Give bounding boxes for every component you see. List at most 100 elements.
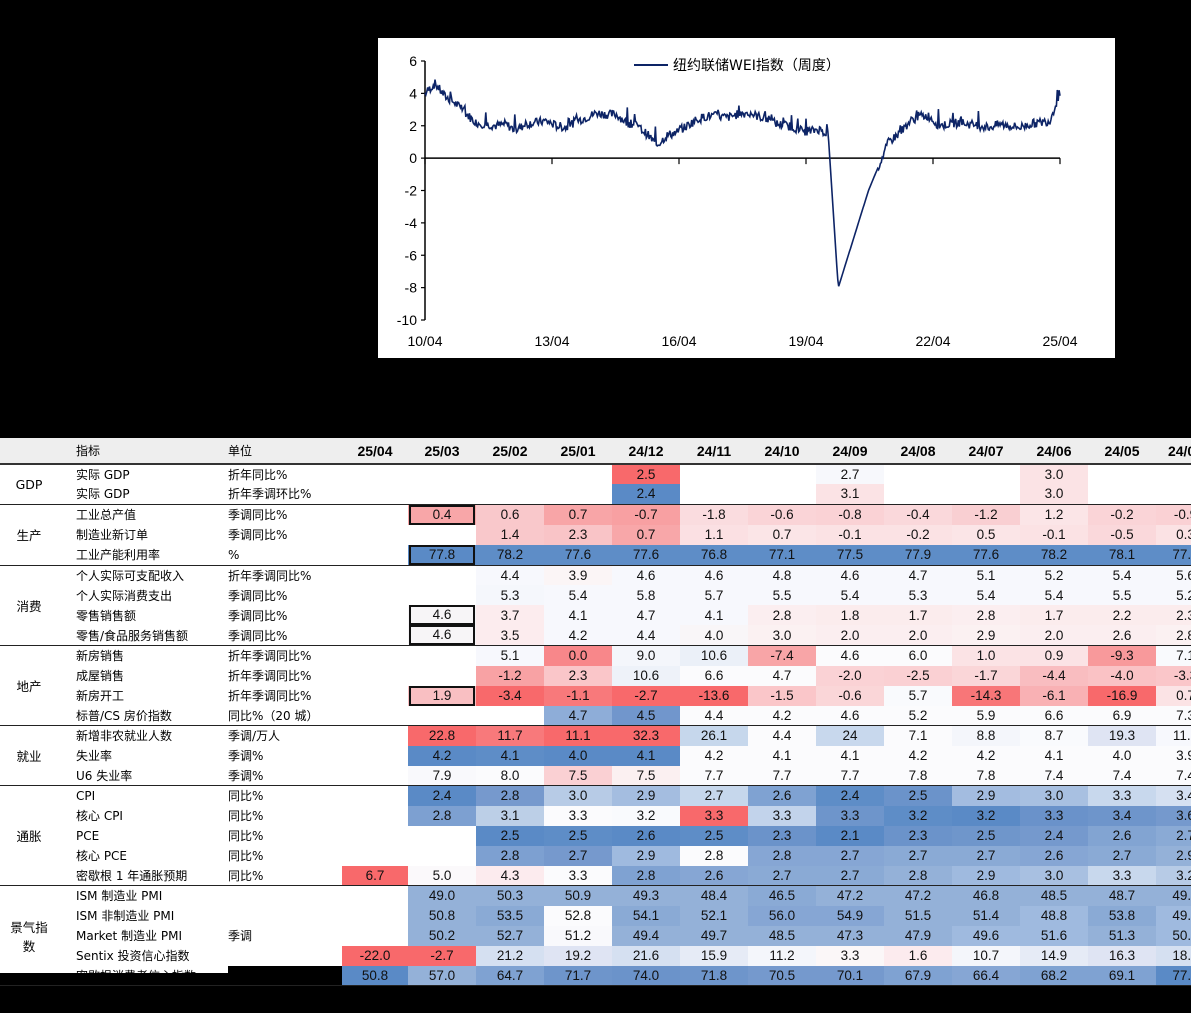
value-cell: 2.6 <box>612 825 680 846</box>
value-cell: 2.5 <box>952 825 1020 846</box>
table-row: 个人实际消费支出 季调同比% 5.3 5.4 5.8 5.7 5.5 5.4 5.3 5.4 5.4… <box>0 585 1191 605</box>
indicator-name: Sentix 投资信心指数 <box>76 949 190 963</box>
value-cell: 4.1 <box>612 745 680 766</box>
value-cell: 18.9 <box>1156 945 1191 966</box>
unit-label: 季调% <box>228 765 342 786</box>
value-cell: 10.6 <box>612 665 680 686</box>
value-cell: 2.8 <box>612 865 680 886</box>
unit-label: 季调同比% <box>228 625 342 646</box>
table-row: 核心 PCE 同比% 2.8 2.7 2.9 2.8 2.8 2.7 2.7 2.7 2.6 2.7 2… <box>0 845 1191 866</box>
indicator-name: 个人实际可支配收入 <box>76 568 185 583</box>
value-cell <box>1088 484 1156 505</box>
indicator-name: 核心 CPI <box>76 809 123 823</box>
value-cell: -1.5 <box>748 685 816 706</box>
unit-label: 季调% <box>228 749 264 763</box>
value-cell: 2.6 <box>1088 625 1156 646</box>
value-cell: 77.8 <box>408 544 476 566</box>
value-cell: 7.5 <box>612 765 680 786</box>
value-cell: 1.8 <box>816 605 884 625</box>
value-cell: -3.3 <box>1156 665 1191 686</box>
value-cell <box>342 605 408 625</box>
value-cell: -1.1 <box>544 685 612 706</box>
value-cell: 3.0 <box>544 785 612 806</box>
value-cell: 51.6 <box>1020 925 1088 946</box>
value-cell <box>342 585 408 605</box>
value-cell <box>952 464 1020 484</box>
value-cell: 2.6 <box>748 785 816 806</box>
value-cell <box>1156 484 1191 505</box>
unit-label: 折年季调同比% <box>228 568 312 583</box>
y-tick-label: 0 <box>409 150 417 166</box>
value-cell: 3.2 <box>612 805 680 826</box>
value-cell <box>342 806 408 826</box>
table-row: 通胀 CPI 同比% 2.4 2.8 3.0 2.9 2.7 2.6 2.4 2.5 2.9 3.0 3.… <box>0 785 1191 886</box>
value-cell: 4.6 <box>816 705 884 726</box>
value-cell: 70.5 <box>748 965 816 986</box>
indicator-name: CPI <box>76 788 96 803</box>
value-cell <box>748 484 816 505</box>
header-unit: 单位 <box>228 438 342 465</box>
unit-label <box>228 946 342 966</box>
value-cell: 2.3 <box>1156 605 1191 625</box>
indicator-name: 个人实际消费支出 <box>76 588 173 603</box>
y-tick-label: -8 <box>405 280 418 296</box>
x-tick-label: 10/04 <box>407 333 442 349</box>
wei-chart: 6 4 2 0 -2 -4 -6 -8 -10 10/04 13/04 16/04 19/04 22/04… <box>378 38 1115 358</box>
value-cell: 7.7 <box>680 765 748 786</box>
value-cell: -9.3 <box>1088 645 1156 666</box>
unit-label: 同比% <box>228 849 264 863</box>
value-cell: 2.4 <box>612 484 680 505</box>
indicator-name: PCE <box>76 828 100 843</box>
value-cell: 5.2 <box>1156 585 1191 605</box>
value-cell: 21.6 <box>612 945 680 966</box>
value-cell: 4.7 <box>612 605 680 625</box>
unit-label: 折年季调同比% <box>228 649 312 664</box>
value-cell: 3.3 <box>544 865 612 886</box>
value-cell: 50.8 <box>342 965 408 986</box>
value-cell <box>342 926 408 946</box>
value-cell <box>342 746 408 766</box>
table-row: 工业产能利用率% 77.8 78.2 77.6 77.6 76.8 77.1 77.5 77.9… <box>0 544 1191 566</box>
legend-label: 纽约联储WEI指数（周度） <box>673 58 840 74</box>
table-header-row: 指标 单位 25/04 25/03 25/02 25/01 24/12 24/11 24/1… <box>0 438 1191 465</box>
value-cell: 2.5 <box>476 825 544 846</box>
value-cell: 2.2 <box>1088 605 1156 625</box>
y-tick-label: -10 <box>397 312 417 328</box>
value-cell: 77.1 <box>748 544 816 566</box>
value-cell: 16.3 <box>1088 945 1156 966</box>
value-cell: 0.4 <box>408 504 476 525</box>
value-cell: 5.1 <box>476 645 544 666</box>
group-label: 就业 <box>0 725 58 786</box>
value-cell: 6.9 <box>1088 705 1156 726</box>
table-row: 标普/CS 房价指数 同比%（20 城） 4.7 4.5 4.4 4.2 4.6 5.2 5.9… <box>0 705 1191 726</box>
indicator-name: ISM 非制造业 PMI <box>76 909 175 923</box>
header-month: 25/02 <box>476 438 544 465</box>
value-cell <box>342 705 408 726</box>
highlighted-value: 77.8 <box>409 544 475 565</box>
table-row: 密歇根消费者信心指数 50.8 57.0 64.7 71.7 74.0 71.8 70.5 70… <box>0 965 1191 986</box>
highlighted-value: 4.6 <box>409 605 475 625</box>
value-cell: 11.7 <box>476 725 544 746</box>
value-cell: 7.3 <box>1156 705 1191 726</box>
value-cell: 2.7 <box>680 785 748 806</box>
header-month: 24/09 <box>816 438 884 465</box>
group-label: 景气指数 <box>0 885 58 986</box>
value-cell: 4.8 <box>748 565 816 585</box>
value-cell: 4.2 <box>748 705 816 726</box>
value-cell: 71.8 <box>680 965 748 986</box>
value-cell: 4.2 <box>952 745 1020 766</box>
value-cell: 1.2 <box>1020 504 1088 525</box>
value-cell: 5.7 <box>680 585 748 605</box>
value-cell: 70.1 <box>816 965 884 986</box>
value-cell: 5.4 <box>952 585 1020 605</box>
indicator-name: 密歇根 1 年通胀预期 <box>58 865 228 886</box>
value-cell: 48.4 <box>680 885 748 906</box>
value-cell: 1.6 <box>884 945 952 966</box>
indicator-name: 密歇根消费者信心指数 <box>58 965 228 986</box>
value-cell: -7.4 <box>748 645 816 666</box>
value-cell: 49.2 <box>1156 885 1191 906</box>
value-cell: 14.9 <box>1020 945 1088 966</box>
value-cell: 47.9 <box>884 925 952 946</box>
table-row: 生产 工业总产值 季调同比% 0.4 0.6 0.7 -0.7 -1.8 -0.6 -0.8 -0.… <box>0 504 1191 566</box>
unit-label: 季调同比% <box>228 608 288 623</box>
